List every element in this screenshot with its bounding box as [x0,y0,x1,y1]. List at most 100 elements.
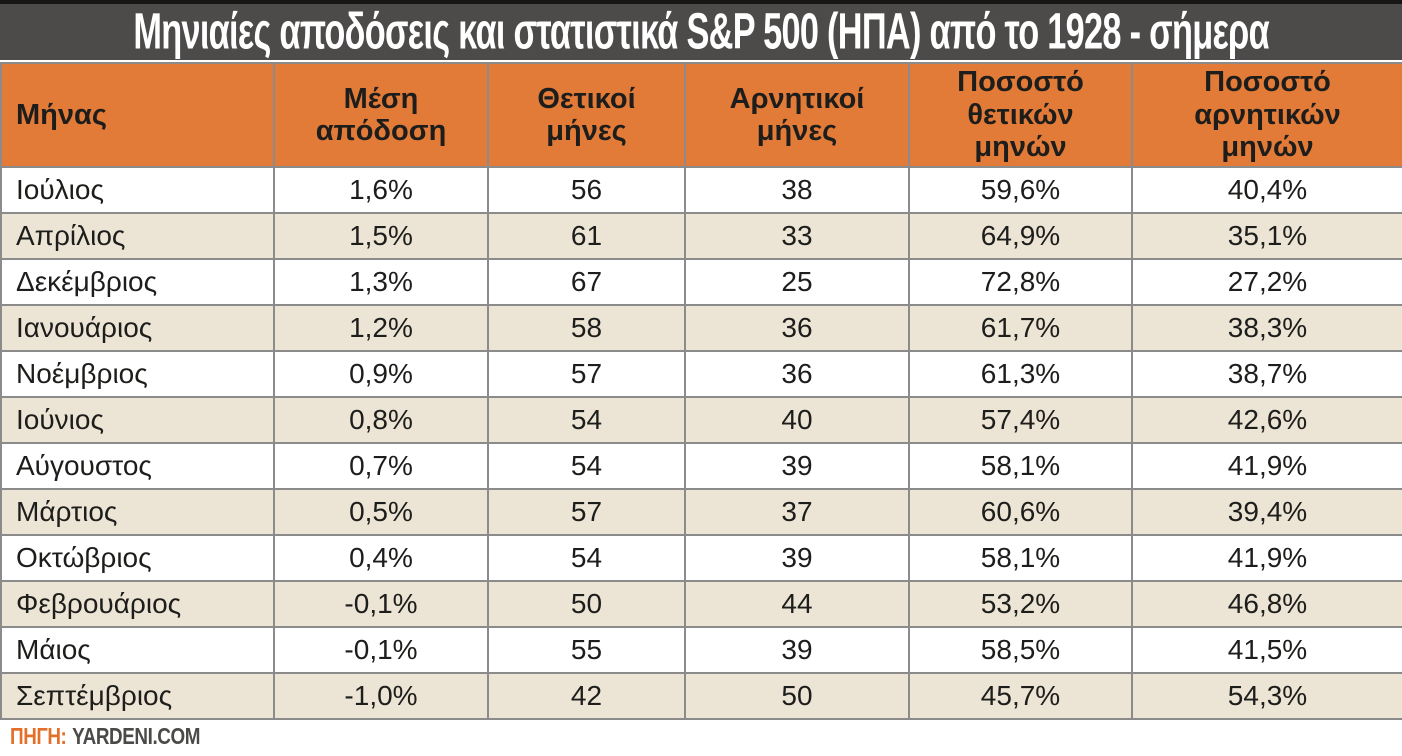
value-cell: 38 [684,166,910,214]
value-cell: 58,1% [908,442,1133,490]
month-cell: Δεκέμβριος [0,258,275,306]
value-cell: 46,8% [1131,580,1402,628]
col-header-negative-months: Αρνητικοί μήνες [684,62,910,168]
value-cell: 59,6% [908,166,1133,214]
value-cell: -0,1% [273,580,489,628]
table-row: Μάιος -0,1% 55 39 58,5% 41,5% [0,626,1402,674]
value-cell: 61,3% [908,350,1133,398]
value-cell: 67 [487,258,686,306]
value-cell: 60,6% [908,488,1133,536]
month-cell: Νοέμβριος [0,350,275,398]
value-cell: 0,7% [273,442,489,490]
col-header-month: Μήνας [0,62,275,168]
value-cell: 36 [684,304,910,352]
value-cell: 54,3% [1131,672,1402,720]
value-cell: 50 [684,672,910,720]
value-cell: 41,5% [1131,626,1402,674]
page-title: Μηνιαίες αποδόσεις και στατιστικά S&P 50… [133,3,1269,61]
value-cell: 36 [684,350,910,398]
table-row: Σεπτέμβριος -1,0% 42 50 45,7% 54,3% [0,672,1402,720]
table-body: Ιούλιος 1,6% 56 38 59,6% 40,4% Απρίλιος 1,5% 61 3… [0,166,1402,720]
value-cell: 58 [487,304,686,352]
value-cell: 42 [487,672,686,720]
table-row: Φεβρουάριος -0,1% 50 44 53,2% 46,8% [0,580,1402,628]
month-cell: Ιανουάριος [0,304,275,352]
value-cell: 54 [487,534,686,582]
month-cell: Σεπτέμβριος [0,672,275,720]
value-cell: 57,4% [908,396,1133,444]
value-cell: 27,2% [1131,258,1402,306]
month-cell: Απρίλιος [0,212,275,260]
value-cell: -1,0% [273,672,489,720]
value-cell: 58,1% [908,534,1133,582]
value-cell: 54 [487,396,686,444]
month-cell: Φεβρουάριος [0,580,275,628]
col-header-positive-months-percentage: Ποσοστό θετικών μηνών [908,62,1133,168]
value-cell: 0,5% [273,488,489,536]
value-cell: 57 [487,488,686,536]
month-cell: Μάιος [0,626,275,674]
value-cell: 1,3% [273,258,489,306]
value-cell: 0,4% [273,534,489,582]
value-cell: 39 [684,442,910,490]
value-cell: 54 [487,442,686,490]
header-row: Μήνας Μέση απόδοση Θετικοί μήνες Αρνητικ… [0,62,1402,168]
col-header-average-return: Μέση απόδοση [273,62,489,168]
month-cell: Ιούλιος [0,166,275,214]
value-cell: 61,7% [908,304,1133,352]
source-text: ΠΗΓΗ: YARDENI.COM [10,723,200,750]
value-cell: 44 [684,580,910,628]
month-cell: Ιούνιος [0,396,275,444]
value-cell: 40 [684,396,910,444]
value-cell: 55 [487,626,686,674]
month-cell: Οκτώβριος [0,534,275,582]
value-cell: 42,6% [1131,396,1402,444]
value-cell: 72,8% [908,258,1133,306]
value-cell: 50 [487,580,686,628]
value-cell: 1,5% [273,212,489,260]
value-cell: 33 [684,212,910,260]
value-cell: 1,2% [273,304,489,352]
value-cell: 58,5% [908,626,1133,674]
stats-table: Μήνας Μέση απόδοση Θετικοί μήνες Αρνητικ… [0,62,1402,720]
value-cell: 57 [487,350,686,398]
value-cell: 35,1% [1131,212,1402,260]
table-row: Ιανουάριος 1,2% 58 36 61,7% 38,3% [0,304,1402,352]
value-cell: 53,2% [908,580,1133,628]
value-cell: 45,7% [908,672,1133,720]
table-row: Νοέμβριος 0,9% 57 36 61,3% 38,7% [0,350,1402,398]
table-row: Ιούνιος 0,8% 54 40 57,4% 42,6% [0,396,1402,444]
value-cell: 41,9% [1131,534,1402,582]
month-cell: Αύγουστος [0,442,275,490]
value-cell: 61 [487,212,686,260]
value-cell: 40,4% [1131,166,1402,214]
source-label: ΠΗΓΗ: [10,723,67,749]
value-cell: 0,8% [273,396,489,444]
value-cell: 38,7% [1131,350,1402,398]
table-row: Οκτώβριος 0,4% 54 39 58,1% 41,9% [0,534,1402,582]
value-cell: -0,1% [273,626,489,674]
value-cell: 37 [684,488,910,536]
table-row: Μάρτιος 0,5% 57 37 60,6% 39,4% [0,488,1402,536]
value-cell: 25 [684,258,910,306]
table-row: Απρίλιος 1,5% 61 33 64,9% 35,1% [0,212,1402,260]
value-cell: 39 [684,534,910,582]
value-cell: 56 [487,166,686,214]
source-row: ΠΗΓΗ: YARDENI.COM [0,720,1402,754]
value-cell: 38,3% [1131,304,1402,352]
title-bar: Μηνιαίες αποδόσεις και στατιστικά S&P 50… [0,0,1402,62]
value-cell: 41,9% [1131,442,1402,490]
col-header-positive-months: Θετικοί μήνες [487,62,686,168]
col-header-negative-months-percentage: Ποσοστό αρνητικών μηνών [1131,62,1402,168]
value-cell: 39,4% [1131,488,1402,536]
month-cell: Μάρτιος [0,488,275,536]
table-row: Δεκέμβριος 1,3% 67 25 72,8% 27,2% [0,258,1402,306]
value-cell: 64,9% [908,212,1133,260]
table-row: Αύγουστος 0,7% 54 39 58,1% 41,9% [0,442,1402,490]
value-cell: 39 [684,626,910,674]
value-cell: 0,9% [273,350,489,398]
source-value: YARDENI.COM [72,723,201,749]
table-row: Ιούλιος 1,6% 56 38 59,6% 40,4% [0,166,1402,214]
value-cell: 1,6% [273,166,489,214]
